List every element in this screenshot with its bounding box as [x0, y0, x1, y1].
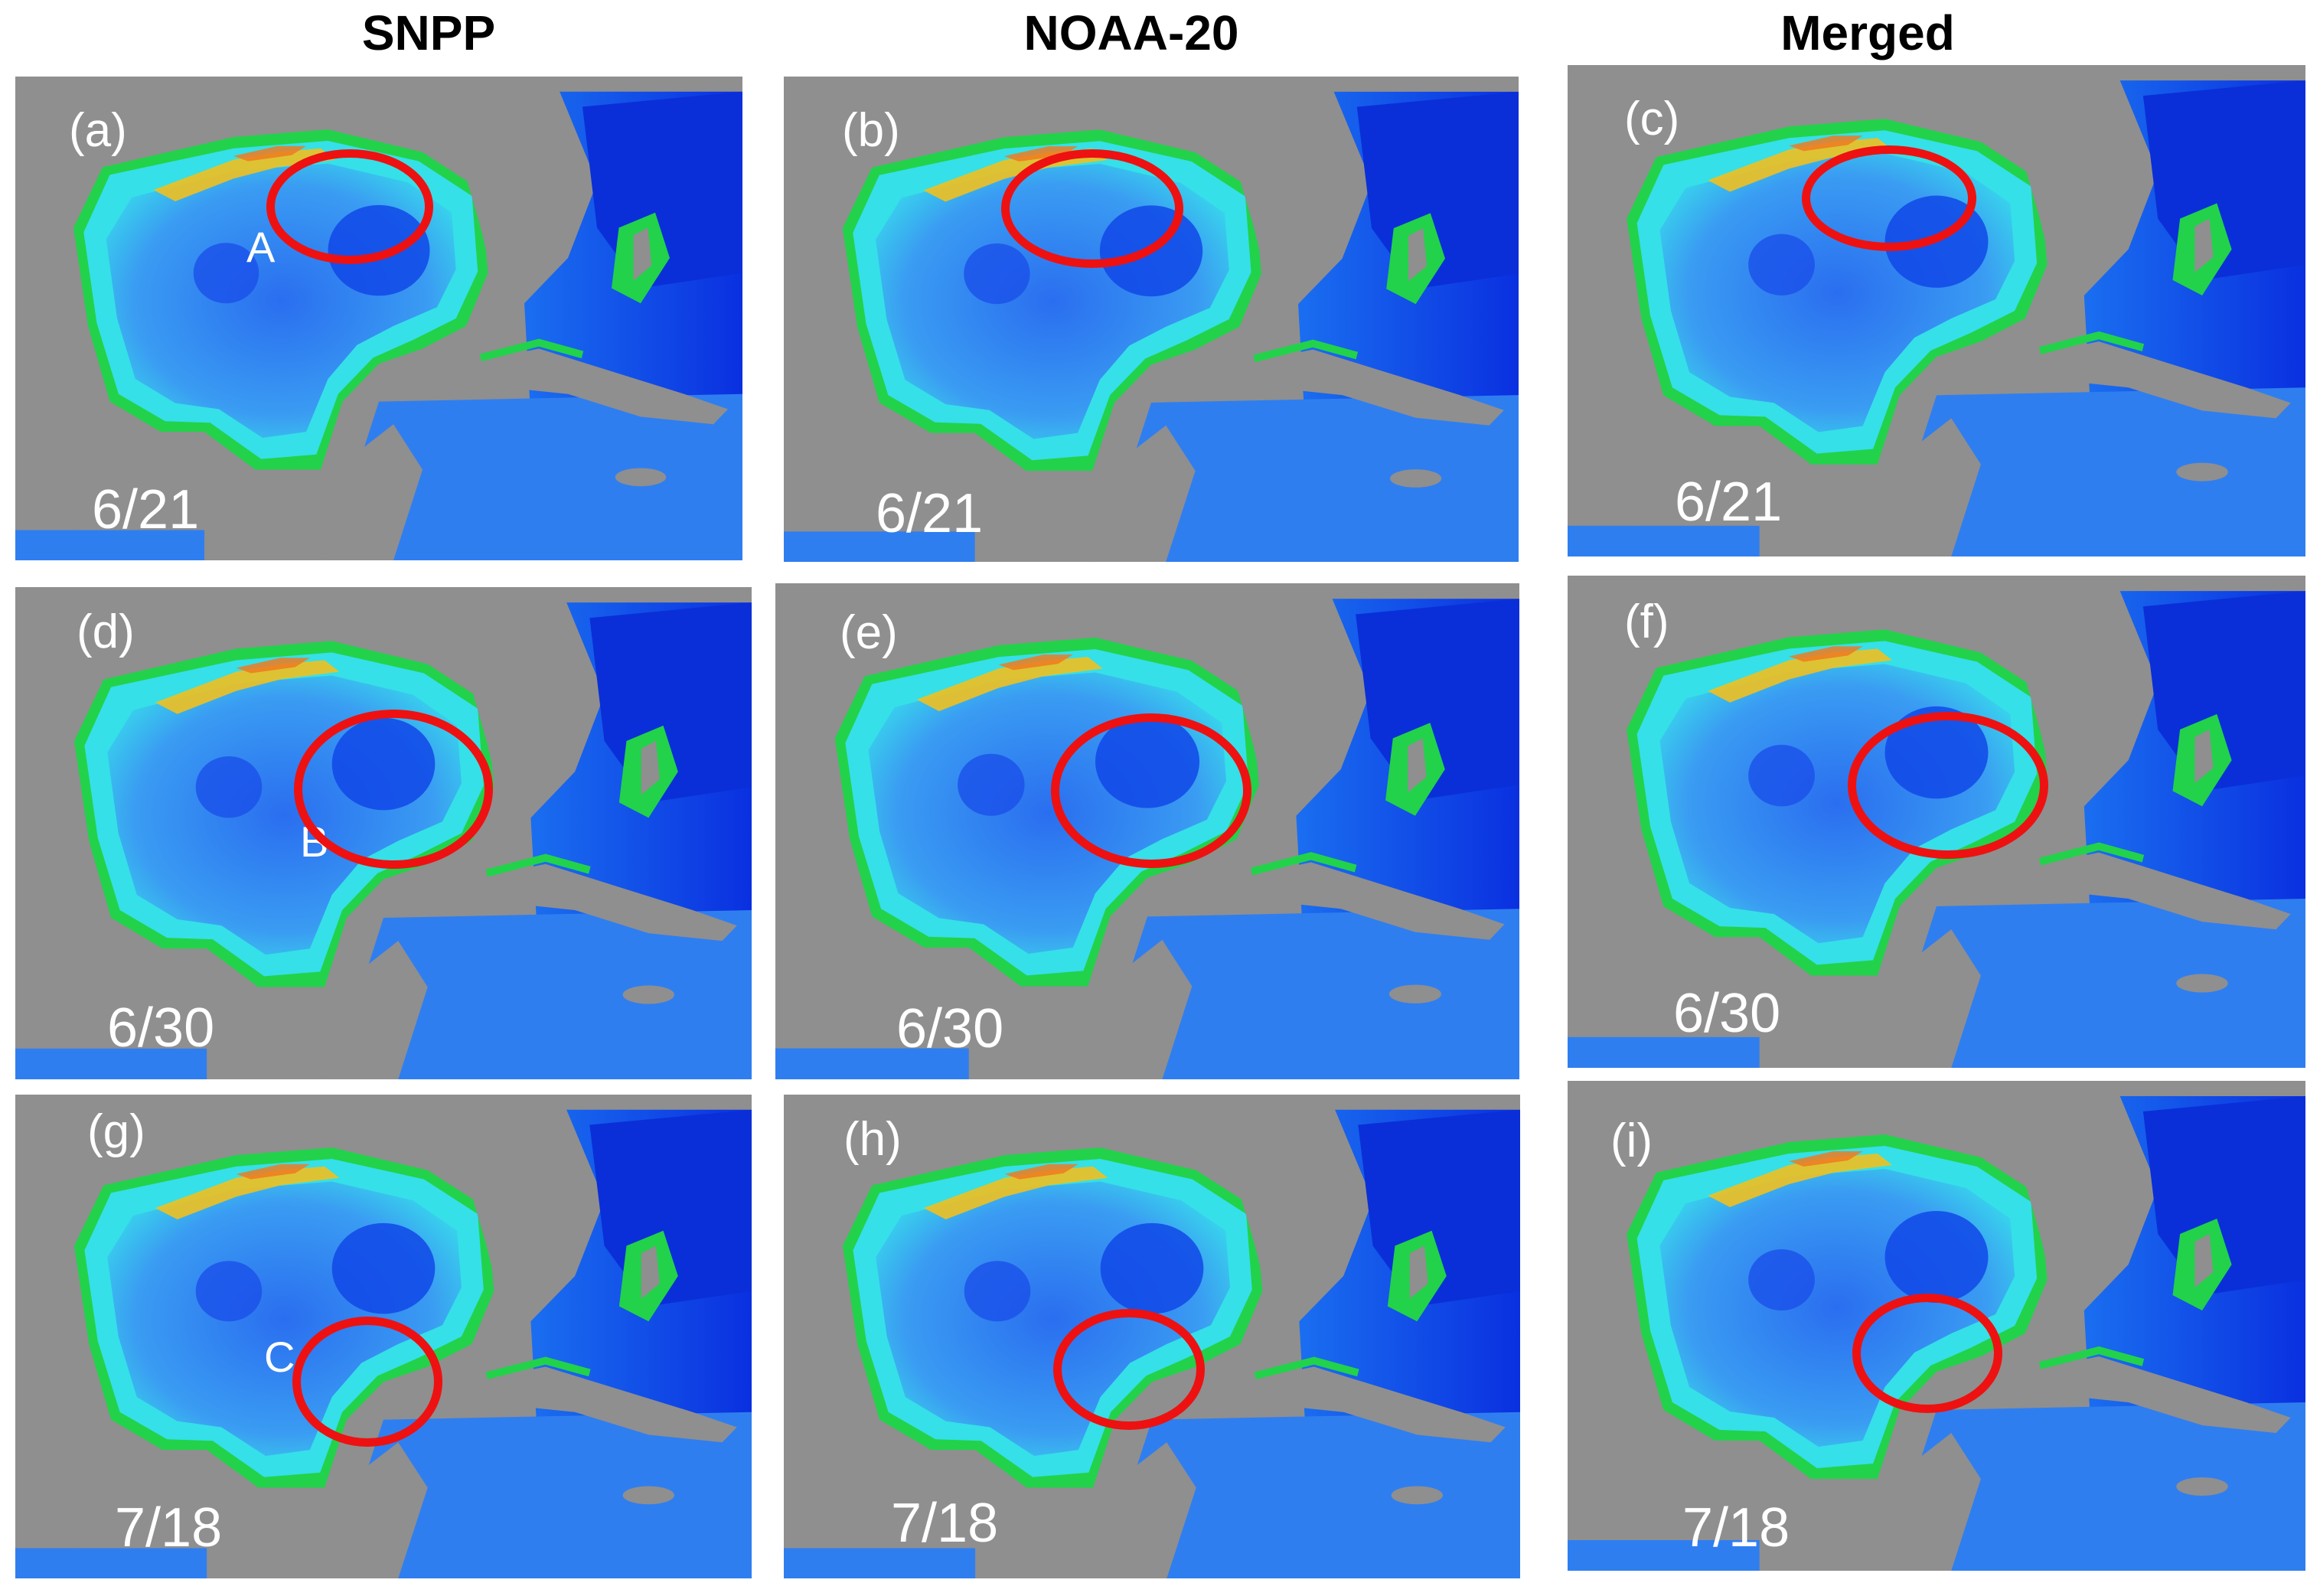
- date-label-f: 6/30: [1673, 983, 1781, 1044]
- highlight-ellipse-h: [1053, 1309, 1205, 1430]
- panel-label-f: (f): [1624, 596, 1669, 648]
- panel-label-h: (h): [843, 1113, 902, 1166]
- panel-label-c: (c): [1624, 93, 1680, 145]
- map-panel-c: (c) 6/21: [1568, 65, 2305, 556]
- highlight-ellipse-c: [1802, 145, 1976, 251]
- column-title-merged: Merged: [1780, 5, 1955, 60]
- date-label-g: 7/18: [115, 1497, 223, 1558]
- date-label-i: 7/18: [1682, 1497, 1790, 1558]
- map-panel-e: (e) 6/30: [775, 583, 1519, 1079]
- panel-label-e: (e): [840, 606, 898, 659]
- map-panel-h: (h) 7/18: [784, 1095, 1520, 1578]
- marker-a: A: [246, 223, 276, 271]
- column-title-noaa20: NOAA-20: [1023, 5, 1239, 60]
- map-panel-d: (d) 6/30 B: [15, 587, 752, 1079]
- highlight-ellipse-d: [294, 710, 493, 869]
- highlight-ellipse-f: [1848, 712, 2048, 859]
- panel-label-a: (a): [69, 104, 127, 157]
- map-panel-b: (b) 6/21: [784, 77, 1519, 562]
- highlight-ellipse-i: [1852, 1294, 2002, 1413]
- date-label-h: 7/18: [891, 1493, 999, 1554]
- date-label-d: 6/30: [107, 997, 215, 1059]
- column-title-snpp: SNPP: [361, 5, 496, 60]
- map-panel-g: (g) 7/18 C: [15, 1095, 752, 1578]
- panel-label-b: (b): [842, 104, 900, 157]
- highlight-ellipse-a: [266, 149, 433, 264]
- panel-label-d: (d): [77, 605, 135, 658]
- date-label-a: 6/21: [92, 479, 200, 540]
- date-label-e: 6/30: [896, 998, 1004, 1059]
- map-panel-a: (a) 6/21 A: [15, 77, 742, 560]
- highlight-ellipse-g: [292, 1317, 442, 1447]
- panel-label-g: (g): [87, 1105, 145, 1158]
- marker-c: C: [264, 1333, 295, 1381]
- map-panel-i: (i) 7/18: [1568, 1081, 2305, 1571]
- highlight-ellipse-e: [1051, 713, 1251, 868]
- panel-label-i: (i): [1610, 1115, 1653, 1167]
- map-panel-f: (f) 6/30: [1568, 576, 2305, 1068]
- date-label-c: 6/21: [1675, 472, 1783, 533]
- date-label-b: 6/21: [876, 483, 984, 544]
- highlight-ellipse-b: [1001, 149, 1183, 268]
